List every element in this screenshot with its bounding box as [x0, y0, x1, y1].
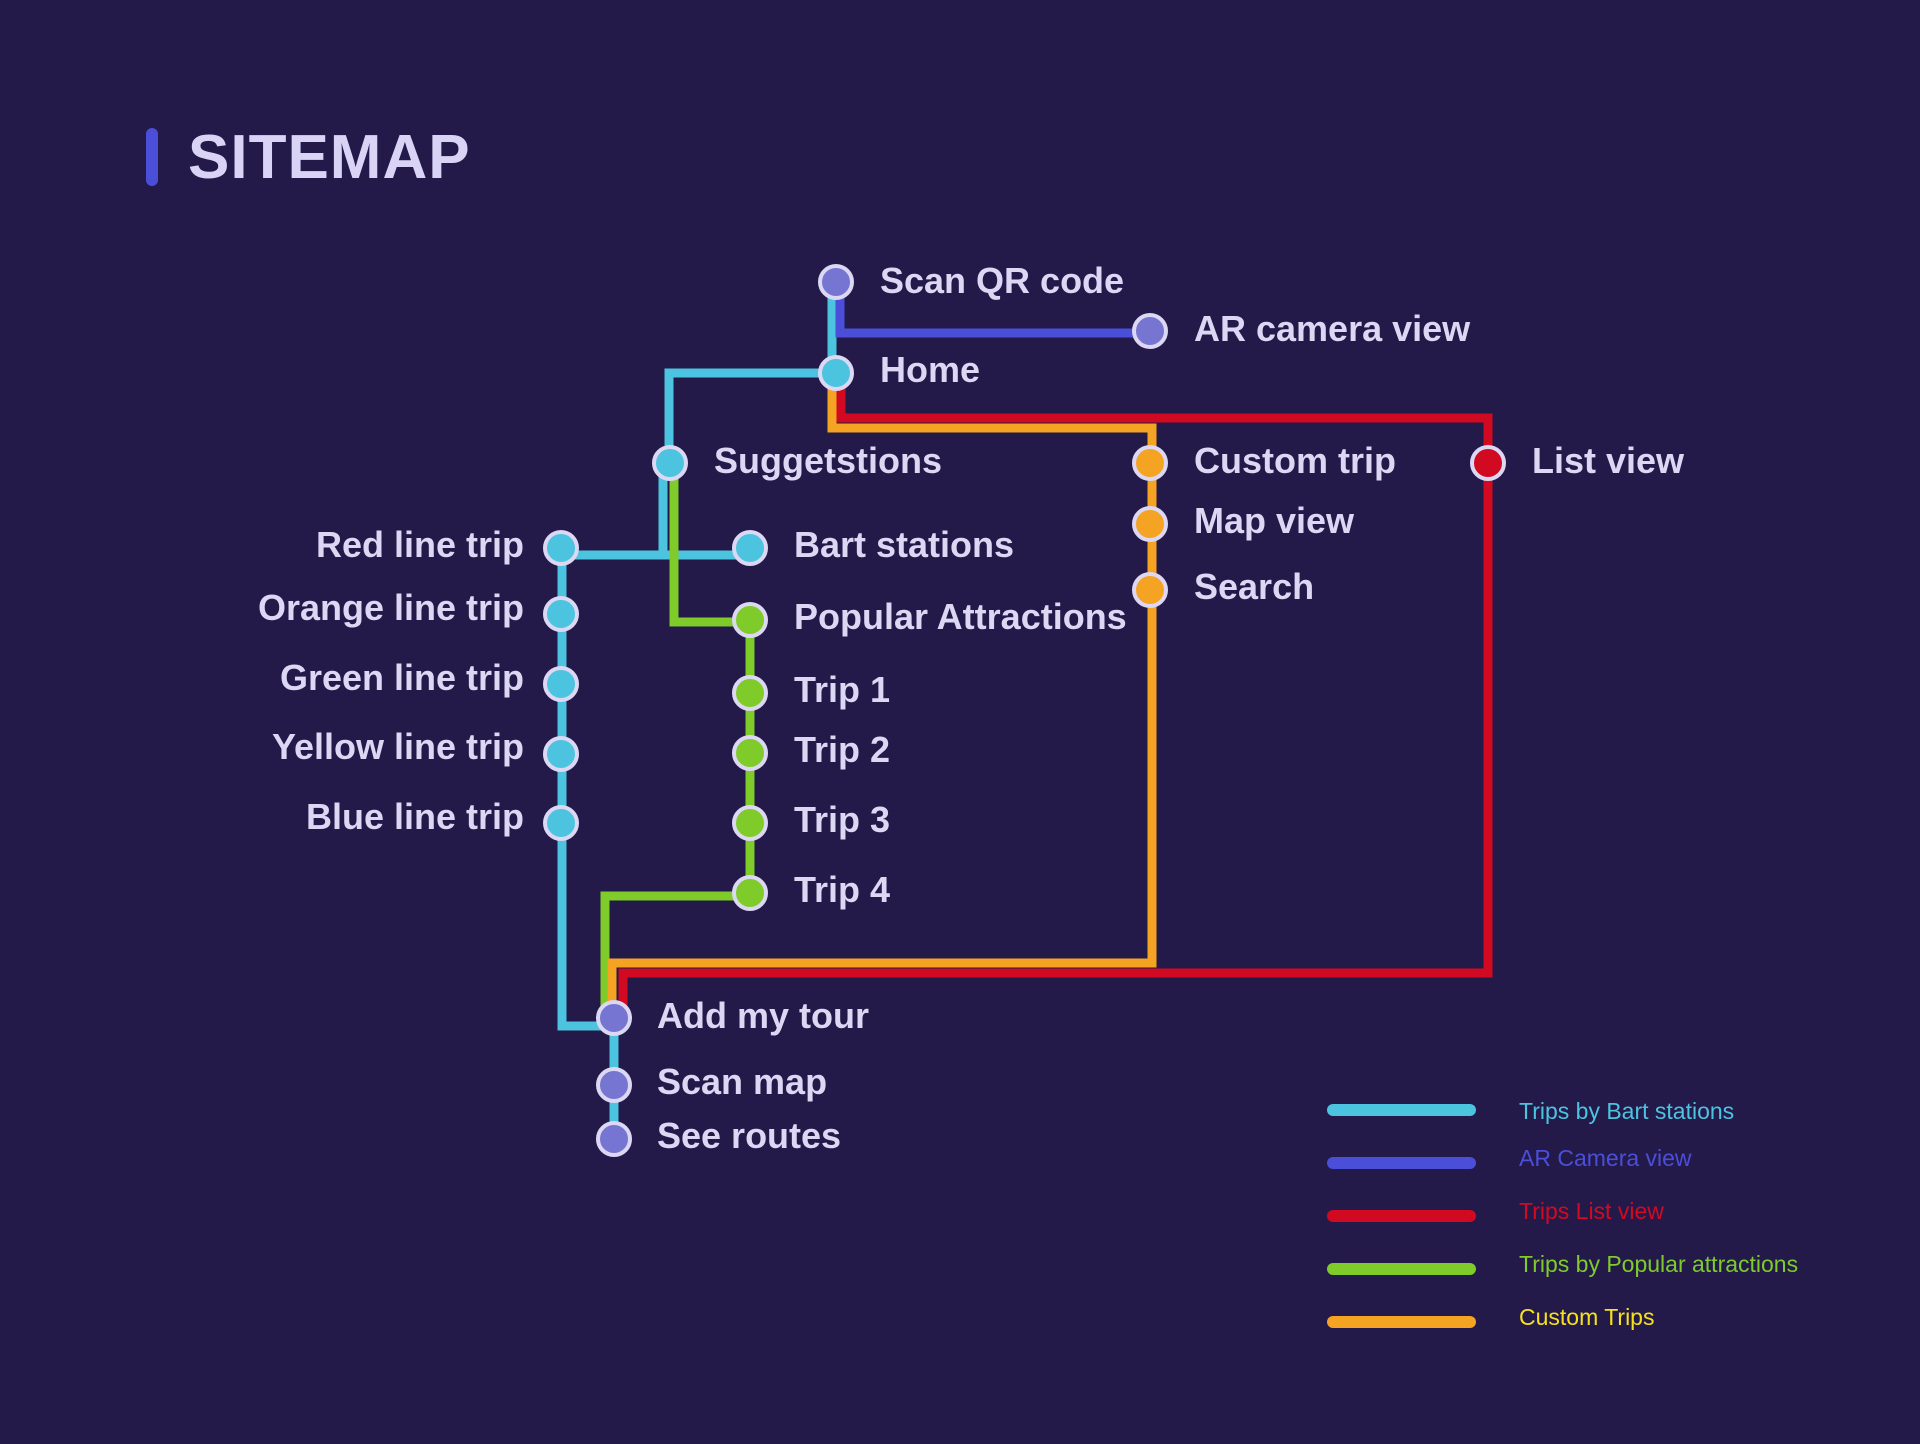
edge-home-suggestions — [664, 368, 836, 463]
label-trip4: Trip 4 — [794, 869, 890, 910]
label-scan-qr: Scan QR code — [880, 260, 1124, 301]
label-ar-camera: AR camera view — [1194, 308, 1471, 349]
node-red-line-trip[interactable] — [543, 530, 579, 566]
node-search[interactable] — [1132, 572, 1168, 608]
label-custom-trip: Custom trip — [1194, 440, 1396, 481]
title-accent-bar — [146, 128, 158, 186]
node-yellow-line-trip[interactable] — [543, 736, 579, 772]
label-trip2: Trip 2 — [794, 729, 890, 770]
label-add-my-tour: Add my tour — [657, 995, 869, 1036]
edge-trip4-tour — [600, 891, 750, 1018]
page-title: SITEMAP — [188, 123, 471, 192]
node-suggestions[interactable] — [652, 445, 688, 481]
legend-label-bart: Trips by Bart stations — [1519, 1098, 1734, 1124]
node-trip2[interactable] — [732, 735, 768, 771]
edge-bart-trips — [557, 548, 612, 1031]
node-list-view[interactable] — [1470, 445, 1506, 481]
label-home: Home — [880, 349, 980, 390]
label-popular-attractions: Popular Attractions — [794, 596, 1127, 637]
node-bart-stations[interactable] — [732, 530, 768, 566]
node-orange-line-trip[interactable] — [543, 596, 579, 632]
label-scan-map: Scan map — [657, 1061, 827, 1102]
node-add-my-tour[interactable] — [596, 1000, 632, 1036]
legend-label-custom: Custom Trips — [1519, 1304, 1654, 1330]
label-trip3: Trip 3 — [794, 799, 890, 840]
label-red-line-trip: Red line trip — [316, 524, 524, 565]
label-trip1: Trip 1 — [794, 669, 890, 710]
legend-label-list: Trips List view — [1519, 1198, 1664, 1224]
node-scan-qr[interactable] — [818, 264, 854, 300]
label-see-routes: See routes — [657, 1115, 841, 1156]
label-suggestions: Suggetstions — [714, 440, 942, 481]
node-see-routes[interactable] — [596, 1121, 632, 1157]
node-trip4[interactable] — [732, 875, 768, 911]
legend-label-ar: AR Camera view — [1519, 1145, 1692, 1171]
node-map-view[interactable] — [1132, 506, 1168, 542]
node-popular-attractions[interactable] — [732, 602, 768, 638]
node-home[interactable] — [818, 355, 854, 391]
label-blue-line-trip: Blue line trip — [306, 796, 524, 837]
node-green-line-trip[interactable] — [543, 666, 579, 702]
label-green-line-trip: Green line trip — [280, 657, 524, 698]
node-custom-trip[interactable] — [1132, 445, 1168, 481]
node-scan-map[interactable] — [596, 1067, 632, 1103]
edge-home-list — [618, 373, 1493, 1018]
label-list-view: List view — [1532, 440, 1685, 481]
edge-suggestions-popular — [669, 466, 750, 627]
node-blue-line-trip[interactable] — [543, 805, 579, 841]
node-ar-camera[interactable] — [1132, 313, 1168, 349]
label-map-view: Map view — [1194, 500, 1355, 541]
legend: Trips by Bart stations AR Camera view Tr… — [1327, 1098, 1798, 1330]
node-trip3[interactable] — [732, 805, 768, 841]
label-bart-stations: Bart stations — [794, 524, 1014, 565]
edge-home-custom — [607, 373, 1157, 1018]
label-orange-line-trip: Orange line trip — [258, 587, 524, 628]
label-yellow-line-trip: Yellow line trip — [272, 726, 524, 767]
label-search: Search — [1194, 566, 1314, 607]
legend-label-popular: Trips by Popular attractions — [1519, 1251, 1798, 1277]
node-trip1[interactable] — [732, 675, 768, 711]
